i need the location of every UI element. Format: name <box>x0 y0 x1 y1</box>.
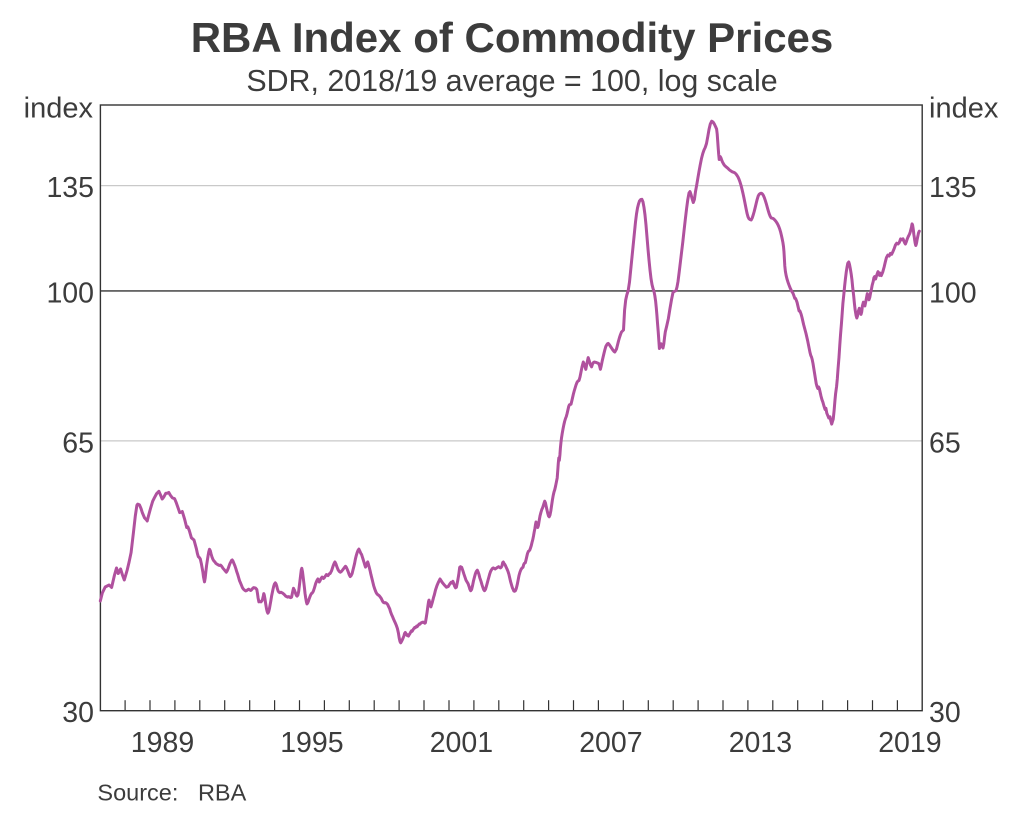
svg-text:135: 135 <box>46 172 94 204</box>
svg-text:SDR, 2018/19 average = 100, lo: SDR, 2018/19 average = 100, log scale <box>246 64 777 98</box>
svg-text:index: index <box>929 92 999 124</box>
svg-text:30: 30 <box>929 697 961 729</box>
svg-text:30: 30 <box>62 697 94 729</box>
svg-text:2019: 2019 <box>878 727 941 759</box>
svg-text:100: 100 <box>46 277 94 309</box>
svg-text:2013: 2013 <box>729 727 792 759</box>
svg-text:65: 65 <box>62 427 94 459</box>
svg-text:Source: RBA: Source: RBA <box>97 780 246 806</box>
svg-text:2007: 2007 <box>579 727 642 759</box>
svg-text:1989: 1989 <box>131 727 194 759</box>
svg-text:100: 100 <box>929 277 977 309</box>
svg-text:RBA Index of Commodity Prices: RBA Index of Commodity Prices <box>191 14 834 61</box>
svg-text:index: index <box>24 92 94 124</box>
svg-text:2001: 2001 <box>430 727 493 759</box>
svg-text:1995: 1995 <box>280 727 343 759</box>
svg-text:135: 135 <box>929 172 977 204</box>
svg-text:65: 65 <box>929 427 961 459</box>
